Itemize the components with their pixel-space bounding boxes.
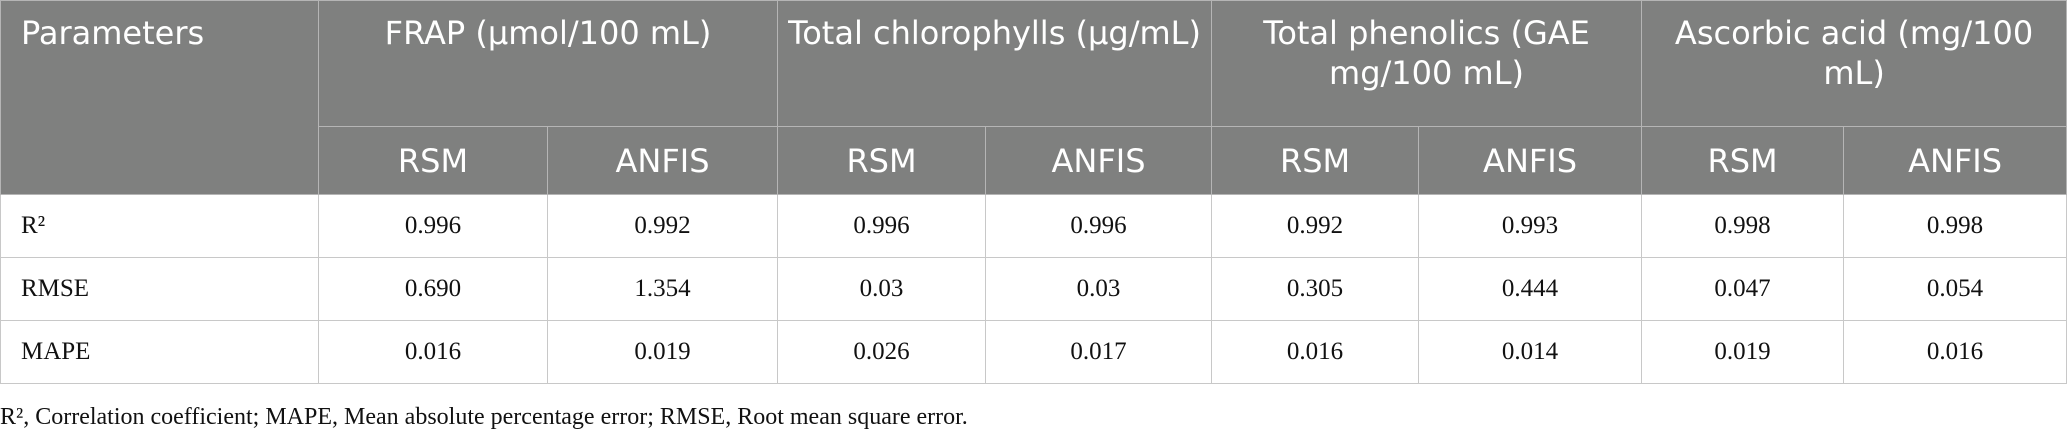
cell: 0.014	[1418, 320, 1643, 384]
header-cell: Parameters	[0, 0, 319, 195]
sub-header: RSM	[1641, 126, 1845, 195]
cell: 1.354	[546, 257, 779, 321]
sub-header: RSM	[1211, 126, 1420, 195]
group-header: Total chlorophylls (μg/mL)	[777, 0, 1213, 127]
cell: 0.998	[1843, 194, 2068, 258]
sub-header: ANFIS	[1418, 126, 1643, 195]
group-header: Total phenolics (GAE mg/100 mL)	[1211, 0, 1643, 127]
results-table: Parameters FRAP (μmol/100 mL) Total chloro…	[0, 0, 2068, 384]
cell: 0.016	[318, 320, 548, 384]
cell: 0.03	[985, 257, 1213, 321]
cell: 0.016	[1211, 320, 1420, 384]
sub-header: ANFIS	[546, 126, 779, 195]
cell: 0.996	[318, 194, 548, 258]
row-label: RMSE	[0, 257, 319, 321]
cell: 0.017	[985, 320, 1213, 384]
cell: 0.047	[1641, 257, 1845, 321]
group-header: FRAP (μmol/100 mL)	[317, 0, 779, 127]
cell: 0.996	[777, 194, 987, 258]
sub-header: ANFIS	[1843, 126, 2068, 195]
cell: 0.026	[777, 320, 987, 384]
cell: 0.305	[1211, 257, 1420, 321]
cell: 0.054	[1843, 257, 2068, 321]
table-row: RMSE 0.690 1.354 0.03 0.03 0.305 0.444 0.047 0.0…	[0, 257, 2068, 321]
cell: 0.690	[318, 257, 548, 321]
cell: 0.998	[1641, 194, 1845, 258]
sub-header: RSM	[318, 126, 548, 195]
cell: 0.993	[1418, 194, 1643, 258]
cell: 0.019	[1641, 320, 1845, 384]
cell: 0.019	[546, 320, 779, 384]
cell: 0.992	[546, 194, 779, 258]
cell: 0.03	[777, 257, 987, 321]
row-label: R²	[0, 194, 319, 258]
sub-header: ANFIS	[985, 126, 1213, 195]
table-row: R² 0.996 0.992 0.996 0.996 0.992 0.993 0.998 0.9…	[0, 194, 2068, 258]
table-row: MAPE 0.016 0.019 0.026 0.017 0.016 0.014 0.019 0…	[0, 320, 2068, 384]
group-header: Ascorbic acid (mg/100 mL)	[1641, 0, 2068, 127]
cell: 0.992	[1211, 194, 1420, 258]
row-label: MAPE	[0, 320, 319, 384]
cell: 0.444	[1418, 257, 1643, 321]
cell: 0.016	[1843, 320, 2068, 384]
footnote: R², Correlation coefficient; MAPE, Mean …	[0, 404, 968, 430]
sub-header: RSM	[777, 126, 987, 195]
cell: 0.996	[985, 194, 1213, 258]
